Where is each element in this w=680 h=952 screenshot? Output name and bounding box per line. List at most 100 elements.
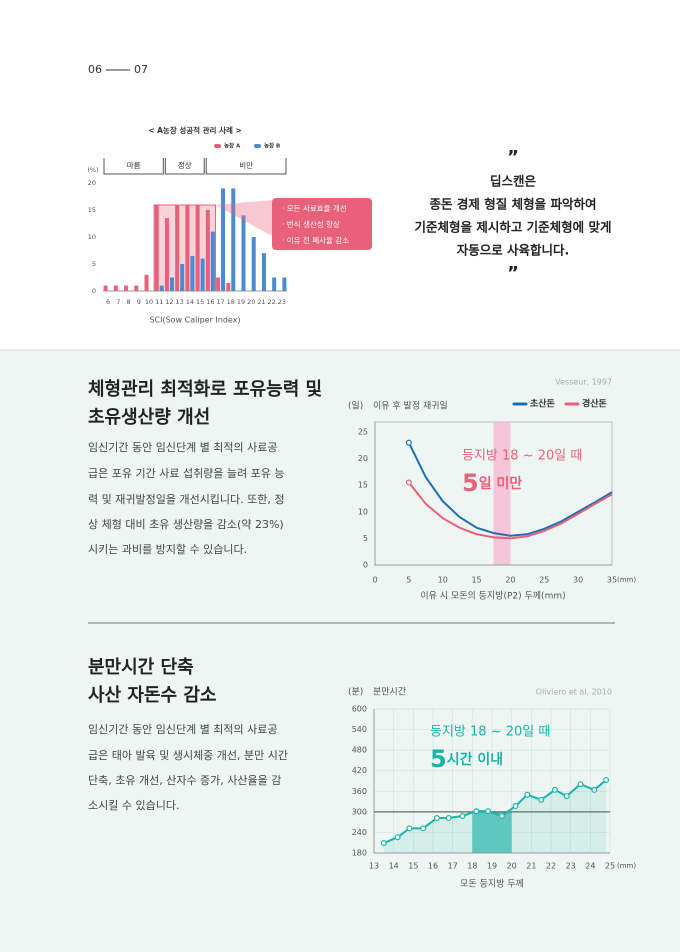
point	[485, 808, 492, 815]
callout-box	[272, 198, 372, 250]
chart-title: < A농장 성공적 관리 사례 >	[148, 125, 242, 135]
x-tick-label: 18	[227, 298, 235, 306]
x-tick-label: 14	[186, 298, 194, 306]
annotation-number: 5	[430, 745, 447, 773]
legend-label: 농장 A	[224, 142, 241, 150]
annotation-highlight: 5시간 이내	[430, 745, 503, 773]
body-text: 상 체형 대비 초유 생산량을 감소(약 23%)	[88, 517, 284, 531]
y-tick-label: 10	[358, 507, 368, 516]
y-tick-label: 0	[363, 561, 368, 570]
y-tick-label: 300	[352, 807, 367, 816]
x-tick-label: 17	[216, 298, 224, 306]
line	[408, 481, 613, 540]
bar	[190, 255, 195, 291]
x-tick-label: 20	[505, 576, 515, 585]
x-tick-label: 30	[573, 576, 583, 585]
bar	[195, 204, 200, 291]
body-text: 임신기간 동안 임신단계 별 최적의 사료공	[88, 441, 278, 454]
body-text: 급은 포유 기간 사료 섭취량을 늘려 포유 능	[88, 467, 285, 480]
bar	[180, 264, 185, 291]
bar	[113, 285, 118, 291]
x-tick-label: 20	[507, 862, 517, 871]
y-unit: (%)	[87, 166, 98, 174]
bar	[154, 204, 159, 291]
point	[420, 825, 427, 832]
highlight-band	[472, 811, 512, 853]
y-tick-label: 600	[352, 705, 367, 714]
x-tick-label: 19	[237, 298, 245, 306]
quote-line: 종돈 경제 형질 체형을 파악하여	[430, 197, 597, 212]
section-title: 초유생산량 개선	[88, 407, 210, 428]
point	[577, 781, 584, 788]
bar	[261, 253, 266, 291]
annotation-text: 시간 이내	[447, 751, 503, 768]
point	[380, 840, 387, 847]
quote-mark: ”	[507, 147, 519, 168]
x-tick-label: 7	[116, 298, 120, 306]
x-tick-label: 24	[585, 862, 595, 871]
bar	[103, 285, 108, 291]
source: Vesseur, 1997	[555, 378, 612, 387]
y-tick-label: 180	[352, 849, 367, 858]
x-tick-label: 10	[438, 576, 448, 585]
annotation: 등지방 18 ~ 20일 때	[430, 725, 550, 740]
bar	[241, 215, 246, 291]
legend-swatch	[214, 144, 221, 148]
x-tick-label: 22	[546, 862, 556, 871]
body-text: 력 및 재귀발정일을 개선시킵니다. 또한, 정	[88, 492, 285, 506]
y-tick-label: 540	[352, 725, 367, 734]
y-axis-label: 분만시간	[373, 687, 406, 698]
y-tick-label: 20	[88, 179, 96, 187]
annotation: 등지방 18 ~ 20일 때	[462, 449, 582, 464]
y-tick-label: 360	[352, 787, 367, 796]
point	[473, 808, 480, 815]
section-background	[0, 350, 680, 952]
source: Oliviero et al, 2010	[536, 688, 612, 697]
page-number: 06	[88, 63, 102, 76]
x-tick-label: 13	[369, 862, 379, 871]
x-tick-label: 22	[268, 298, 276, 306]
annotation-number: 5	[462, 469, 479, 497]
highlight-band	[493, 422, 511, 565]
bar	[251, 237, 256, 291]
y-tick-label: 15	[88, 206, 96, 214]
bar	[200, 258, 205, 291]
bar	[210, 231, 215, 291]
point	[459, 812, 466, 819]
callout-text: · 모든 사료효율 개선	[282, 203, 347, 213]
bar	[169, 277, 174, 291]
section-title: 분만시간 단축	[88, 657, 194, 678]
callout-text: · 번식 생산성 향상	[282, 219, 340, 229]
body-text: 급은 태아 발육 및 생시체중 개선, 분만 시간	[88, 749, 288, 762]
bar	[221, 188, 226, 291]
x-tick-label: 21	[526, 862, 536, 871]
region-bracket	[164, 158, 205, 175]
section-title: 체형관리 최적화로 포유능력 및	[88, 379, 322, 400]
x-tick-label: 23	[278, 298, 286, 306]
x-tick-label: 16	[206, 298, 214, 306]
x-tick-label: 25	[605, 862, 615, 871]
bar	[159, 285, 164, 291]
annotation-highlight: 5일 미만	[462, 469, 522, 497]
region-label: 비만	[239, 161, 253, 170]
bar	[164, 218, 169, 291]
x-tick-label: 15	[408, 862, 418, 871]
point	[563, 793, 570, 800]
point	[405, 439, 412, 446]
body-text: 임신기간 동안 임신단계 별 최적의 사료공	[88, 723, 278, 736]
legend-label: 농장 B	[264, 142, 280, 150]
y-unit: (일)	[348, 401, 363, 412]
x-tick-label: 18	[467, 862, 477, 871]
bar	[282, 277, 287, 291]
body-text: 단축, 초유 개선, 산자수 증가, 사산율을 감	[88, 774, 281, 787]
point	[512, 803, 519, 810]
point	[394, 834, 401, 841]
bar	[124, 285, 129, 291]
point	[591, 786, 598, 793]
y-tick-label: 480	[352, 746, 367, 755]
bar	[175, 204, 180, 291]
x-unit: (mm)	[617, 576, 636, 584]
legend-label: 초산돈	[530, 398, 555, 410]
x-tick-label: 10	[145, 298, 153, 306]
